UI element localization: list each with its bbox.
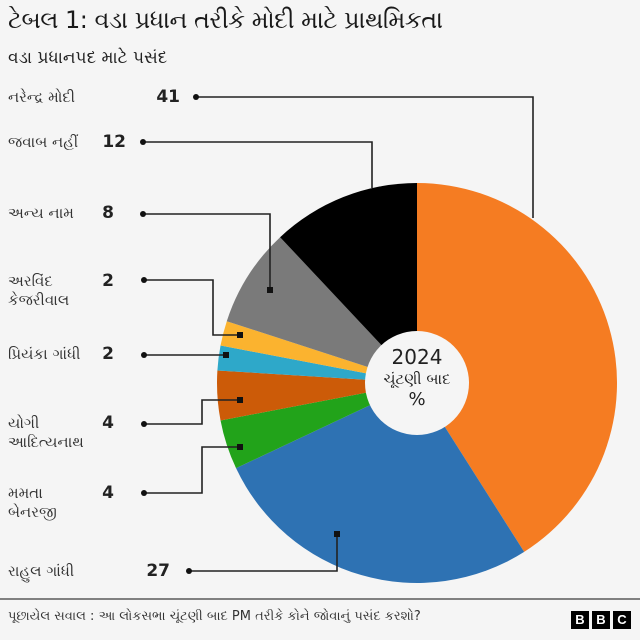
bbc-logo: B B C [571,611,631,629]
legend-label-mamata-line2: બેનરજી [8,503,57,521]
bbc-logo-b1: B [571,611,589,629]
footer-divider [0,598,640,600]
footer-question: પૂછાયેલ સવાલ : આ લોકસભા ચૂંટણી બાદ PM તર… [8,609,421,624]
legend-label-yogi-line1: યોગી [8,414,40,432]
legend-label-no-answer: જવાબ નહીં [8,133,79,151]
legend-value-rahul: 27 [146,561,170,581]
legend-value-yogi: 4 [102,413,114,433]
legend-label-rahul: રાહુલ ગાંધી [8,562,75,580]
legend-value-mamata: 4 [102,483,114,503]
legend-label-kejriwal-line1: અરવિંદ [8,272,53,290]
donut-center-label: 2024 ચૂંટણી બાદ % [365,345,469,411]
pie-slice [417,183,617,552]
leader-lines [140,94,534,574]
legend-label-priyanka: પ્રિયંકા ગાંધી [8,345,81,363]
chart-subtitle: વડા પ્રધાનપદ માટે પસંદ [8,48,168,68]
center-year: 2024 [391,345,443,369]
center-unit: % [408,389,426,410]
pie-slice [220,383,417,469]
legend-label-yogi-line2: આદિત્યનાથ [8,433,84,451]
legend-label-modi: નરેન્દ્ર મોદી [8,88,76,106]
bbc-logo-c: C [613,611,631,629]
legend-value-modi: 41 [156,87,180,107]
chart-title: ટેબલ 1: વડા પ્રધાન તરીકે મોદી માટે પ્રાથ… [8,6,443,34]
center-caption: ચૂંટણી બાદ [383,370,451,388]
pie-slice [236,383,525,583]
donut-hole [365,331,469,435]
legend-value-kejriwal: 2 [102,271,114,291]
legend-value-no-answer: 12 [102,132,126,152]
legend-label-yogi: યોગી આદિત્યનાથ [8,414,84,452]
legend-label-kejriwal: અરવિંદ કેજરીવાલ [8,272,69,310]
pie-slice [280,183,417,383]
legend-label-others: અન્ય નામ [8,204,74,222]
legend-label-mamata-line1: મમતા [8,484,43,502]
legend-label-kejriwal-line2: કેજરીવાલ [8,291,70,309]
legend-value-priyanka: 2 [102,344,114,364]
legend-label-mamata: મમતા બેનરજી [8,484,57,522]
legend-value-others: 8 [102,203,114,223]
pie-slices [217,183,617,583]
bbc-logo-b2: B [592,611,610,629]
pie-slice [226,237,417,383]
